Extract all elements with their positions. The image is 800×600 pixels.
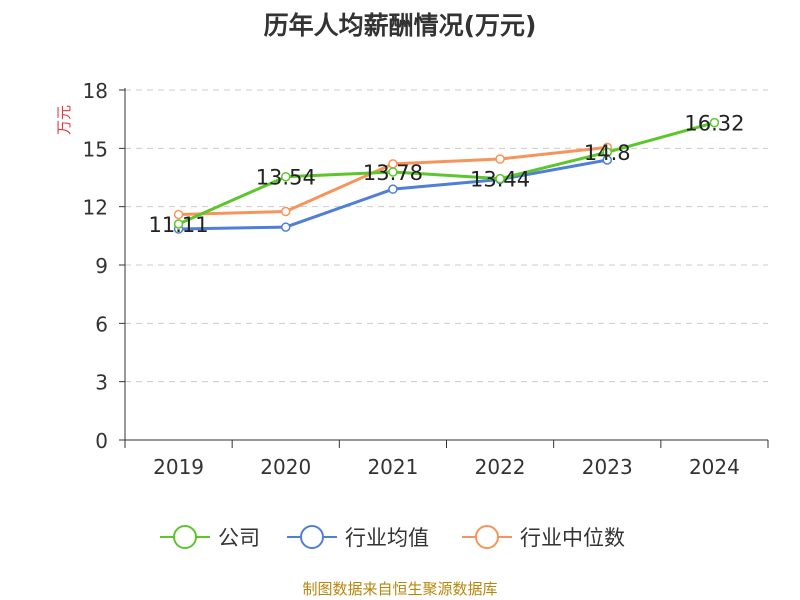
data-label: 14.8: [584, 141, 631, 165]
x-tick-label: 2024: [689, 455, 740, 479]
source-footer: 制图数据来自恒生聚源数据库: [302, 580, 498, 598]
data-point: [173, 219, 184, 229]
data-label: 16.32: [684, 112, 744, 136]
data-point: [388, 167, 398, 177]
y-tick-label: 18: [83, 79, 108, 103]
data-label: 13.78: [363, 161, 423, 185]
data-point: [173, 209, 184, 220]
y-axis-label: 万元: [55, 105, 73, 135]
y-tick-label: 6: [95, 312, 108, 336]
y-tick-label: 15: [83, 137, 108, 161]
y-tick-label: 9: [95, 254, 108, 278]
legend-marker: [300, 525, 324, 549]
legend-label: 公司: [218, 526, 260, 550]
data-point: [495, 154, 505, 164]
data-label: 11.11: [149, 213, 209, 237]
legend-label: 行业均值: [345, 526, 429, 550]
legend-marker: [173, 525, 197, 549]
chart-title: 历年人均薪酬情况(万元): [263, 11, 537, 40]
data-point: [602, 147, 612, 157]
data-label: 13.54: [256, 166, 316, 190]
data-point: [709, 117, 720, 128]
data-point: [281, 171, 291, 182]
y-tick-label: 0: [95, 429, 108, 453]
data-point: [281, 222, 291, 232]
x-tick-label: 2021: [367, 455, 418, 479]
x-tick-label: 2020: [260, 455, 311, 479]
data-label: 13.44: [470, 168, 530, 192]
x-tick-label: 2023: [582, 455, 633, 479]
legend-marker: [475, 525, 499, 549]
data-point: [281, 206, 291, 217]
legend-label: 行业中位数: [520, 526, 625, 550]
x-tick-label: 2019: [153, 455, 204, 479]
y-tick-label: 12: [83, 196, 108, 220]
x-tick-label: 2022: [475, 455, 526, 479]
series-line: [177, 121, 715, 226]
data-point: [495, 173, 505, 184]
data-point: [388, 184, 398, 194]
y-tick-label: 3: [95, 371, 108, 395]
